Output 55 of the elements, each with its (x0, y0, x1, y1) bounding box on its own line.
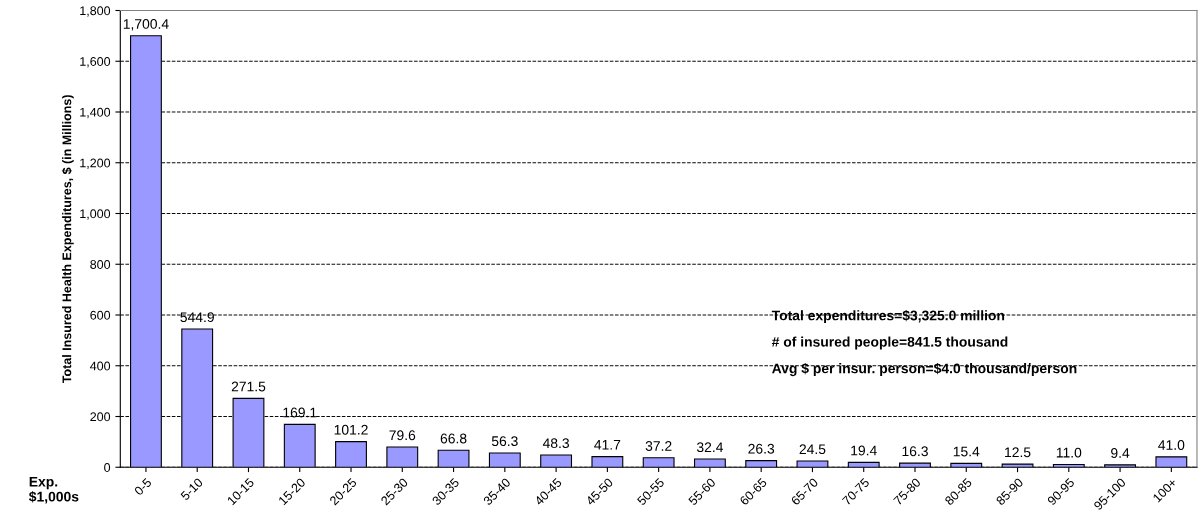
bar (796, 460, 829, 468)
y-tick-label: 1,400 (80, 107, 111, 119)
data-label: 66.8 (440, 433, 467, 444)
data-label: 41.7 (594, 440, 621, 450)
bar (1155, 456, 1188, 468)
bar (847, 461, 880, 468)
y-tick-label: 1,200 (80, 158, 111, 169)
y-tick-label: 200 (90, 412, 111, 422)
y-tick-label: 800 (90, 260, 111, 269)
y-tick-label: 0 (104, 463, 111, 472)
data-label: 1,700.4 (123, 19, 169, 31)
data-label: 37.2 (645, 441, 672, 451)
data-label: 79.6 (389, 430, 416, 441)
data-label: 41.0 (1158, 440, 1185, 450)
bar (745, 460, 778, 468)
data-label: 544.9 (180, 312, 214, 323)
bar (488, 452, 521, 468)
annotation: # of insured people=841.5 thousand (771, 336, 1008, 350)
y-tick-label: 1,800 (80, 6, 111, 17)
annotation: Total expenditures=$3,325.0 million (771, 309, 1005, 324)
y-axis-title: Total Insured Health Expenditures, $ (in Millions) (61, 95, 74, 384)
data-label: 271.5 (231, 381, 266, 392)
x-tick-label: 0-5 (133, 477, 153, 496)
y-tick-label: 400 (90, 361, 111, 371)
bar (1001, 463, 1034, 468)
data-label: 9.4 (1111, 448, 1130, 458)
bar (591, 456, 624, 468)
data-label: 24.5 (799, 444, 826, 455)
data-label: 56.3 (491, 436, 518, 447)
bar (1052, 463, 1085, 468)
data-label: 16.3 (902, 446, 928, 457)
data-label: 11.0 (1056, 447, 1082, 458)
y-tick-label: 600 (90, 310, 111, 320)
y-tick-label: 1,600 (80, 57, 111, 68)
data-label: 19.4 (851, 445, 877, 456)
bar (693, 458, 726, 468)
bar (950, 462, 983, 468)
x-axis-title: Exp. $1,000s (28, 476, 79, 504)
bar (1104, 464, 1137, 468)
data-label: 101.2 (334, 424, 368, 435)
y-tick-label: 1,000 (80, 209, 111, 220)
bar (899, 462, 931, 468)
data-label: 15.4 (953, 446, 980, 457)
annotation: Avg $ per insur. person=$4.0 thousand/person (772, 362, 1077, 377)
bar (283, 423, 316, 468)
bar (437, 449, 470, 468)
bar (642, 457, 675, 468)
bar (540, 454, 573, 468)
data-label: 32.4 (696, 442, 724, 453)
data-label: 48.3 (542, 438, 570, 449)
data-label: 26.3 (748, 443, 775, 454)
bar (335, 441, 367, 468)
data-label: 169.1 (283, 407, 317, 418)
data-label: 12.5 (1005, 447, 1031, 458)
bar (386, 446, 419, 468)
